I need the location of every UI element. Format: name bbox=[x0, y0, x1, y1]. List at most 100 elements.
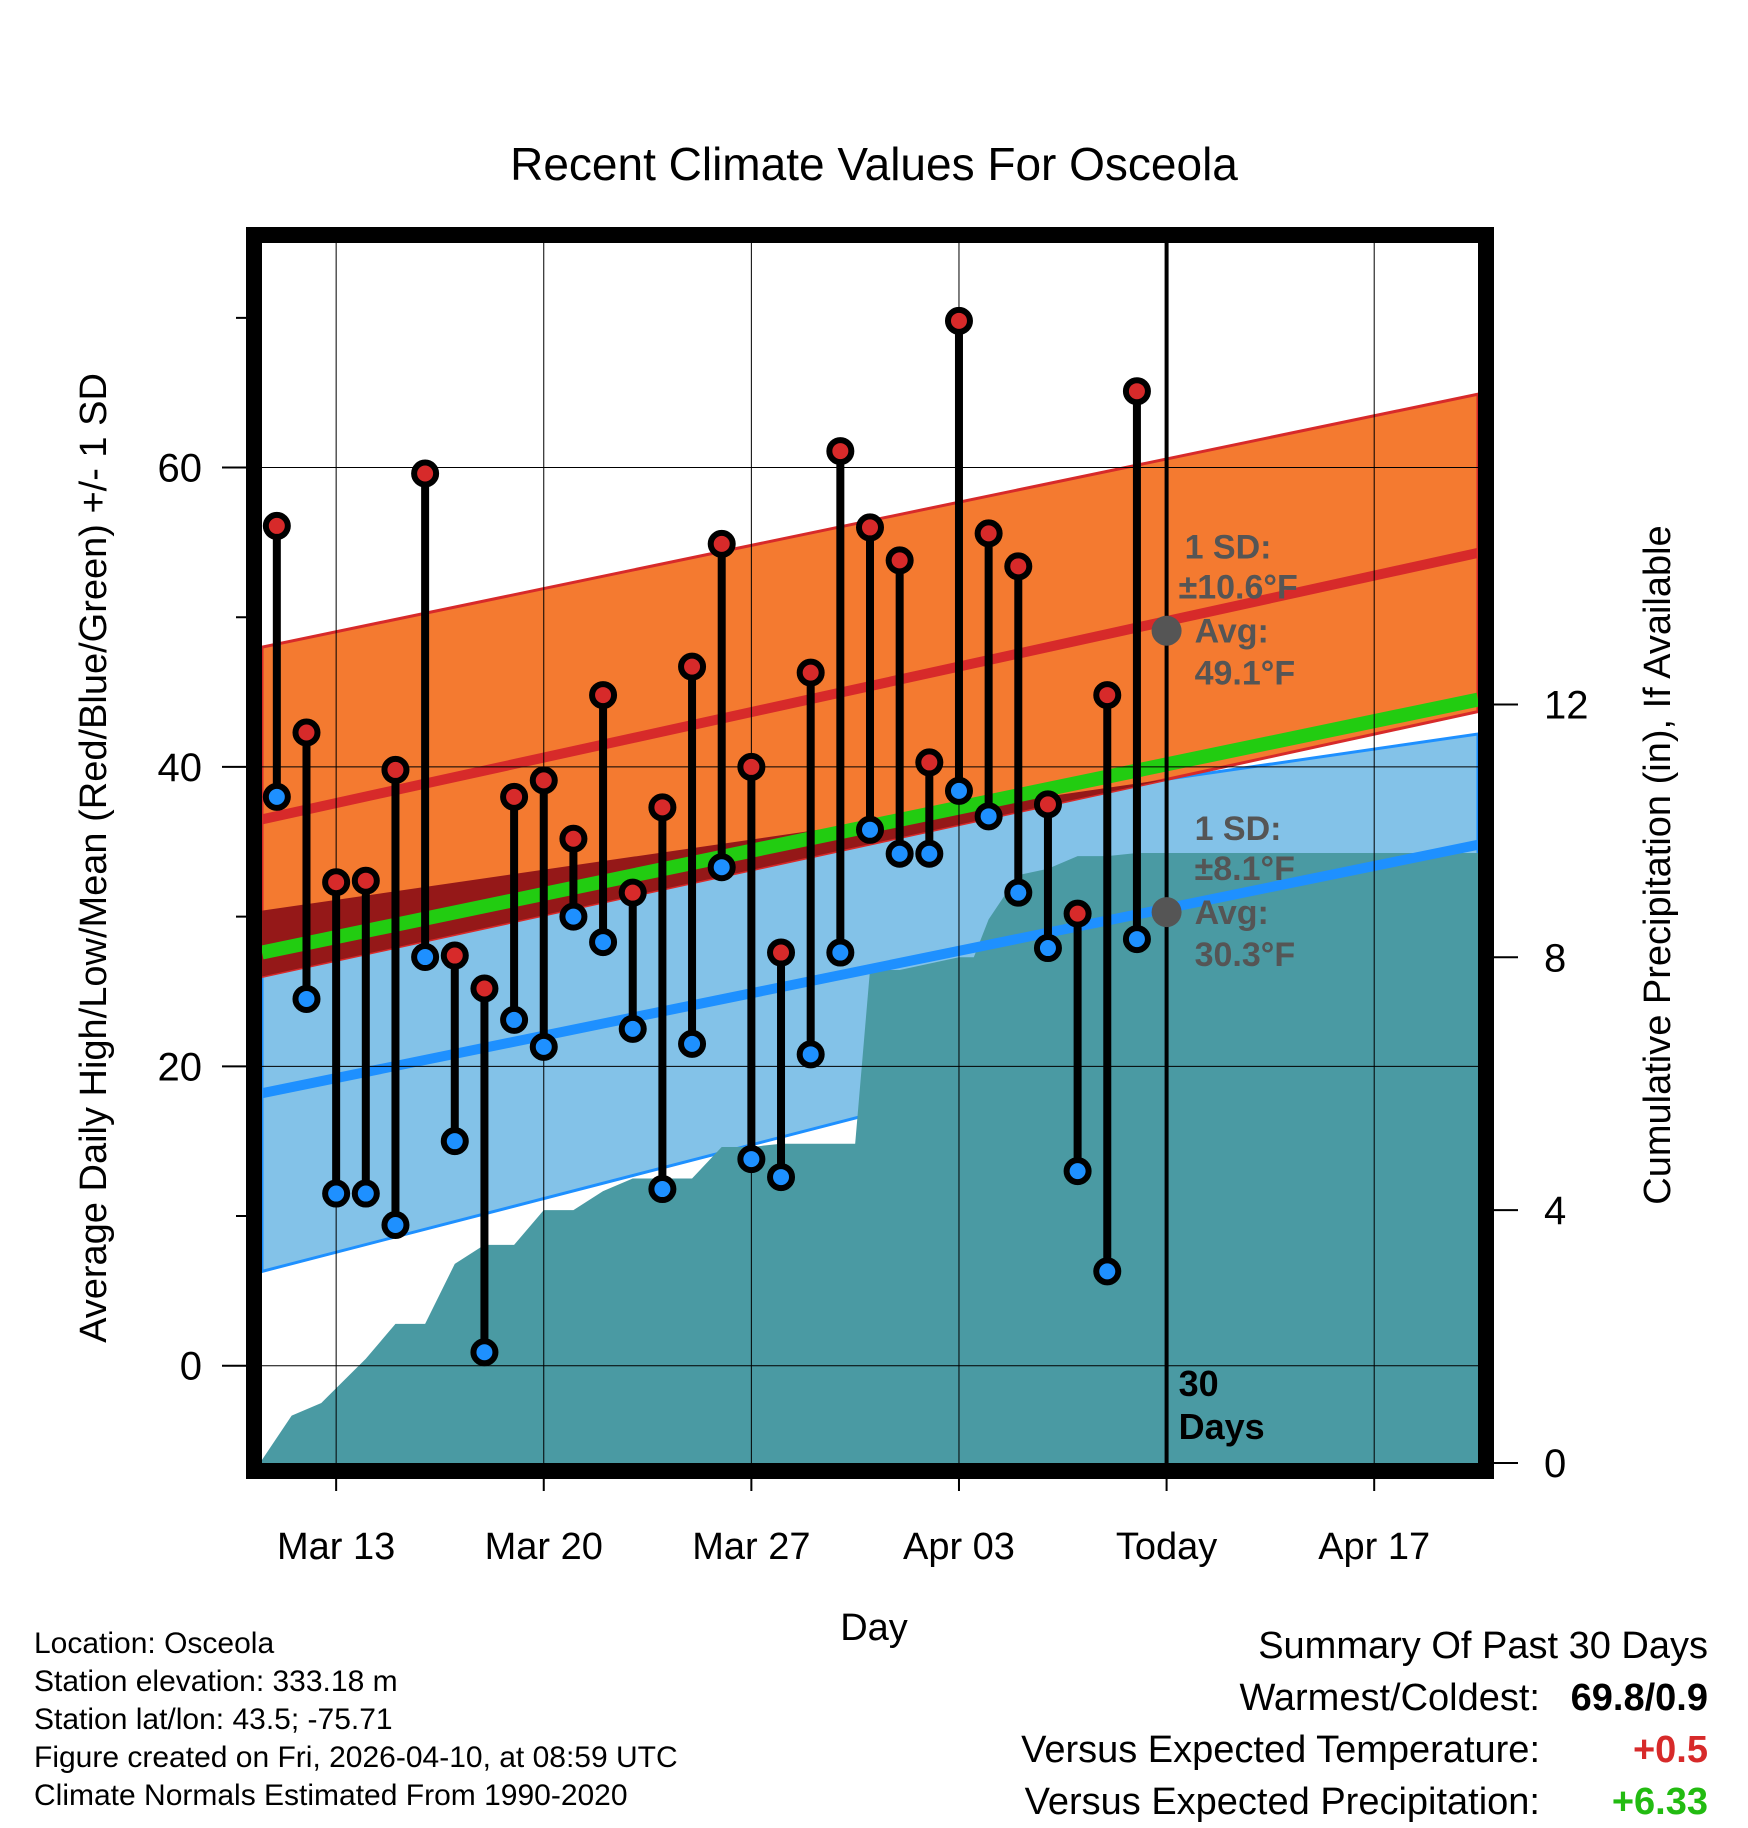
low-normal-line bbox=[262, 839, 1478, 1099]
daily-high-point bbox=[648, 793, 677, 822]
summary-title: Summary Of Past 30 Days bbox=[1258, 1625, 1708, 1667]
daily-low-point bbox=[440, 1127, 469, 1156]
latlon-text: Station lat/lon: 43.5; -75.71 bbox=[34, 1703, 393, 1736]
daily-high-point bbox=[559, 824, 588, 853]
daily-high-point bbox=[381, 755, 410, 784]
x-tick-label: Mar 20 bbox=[485, 1526, 603, 1568]
warmest-coldest-row: Warmest/Coldest: 69.8/0.9 bbox=[1021, 1672, 1708, 1724]
precip-area bbox=[262, 853, 1478, 1463]
station-info: Location: Osceola Station elevation: 333… bbox=[34, 1625, 678, 1815]
daily-low-point bbox=[411, 943, 440, 972]
daily-low-point bbox=[767, 1163, 796, 1192]
daily-high-point bbox=[915, 748, 944, 777]
y-axis-label: Average Daily High/Low/Mean (Red/Blue/Gr… bbox=[73, 373, 115, 1343]
location-text: Location: Osceola bbox=[34, 1627, 275, 1660]
daily-high-point bbox=[440, 941, 469, 970]
x-tick-label: Today bbox=[1116, 1526, 1217, 1568]
today-low-avg-point bbox=[1151, 897, 1182, 928]
plot-frame bbox=[246, 227, 1494, 1479]
daily-high-point bbox=[678, 652, 707, 681]
temp-departure-label: Versus Expected Temperature: bbox=[1021, 1729, 1540, 1771]
daily-high-point bbox=[351, 866, 380, 895]
daily-low-point bbox=[322, 1179, 351, 1208]
daily-high-point bbox=[796, 658, 825, 687]
daily-high-point bbox=[1033, 790, 1062, 819]
y2-tick-label: 8 bbox=[1544, 936, 1566, 980]
daily-low-point bbox=[856, 815, 884, 844]
today-high-avg-point bbox=[1151, 615, 1182, 646]
low-avg-value: 30.3°F bbox=[1195, 936, 1296, 974]
daily-high-point bbox=[529, 766, 558, 795]
daily-low-point bbox=[1122, 925, 1151, 954]
precip-departure-label: Versus Expected Precipitation: bbox=[1024, 1781, 1540, 1823]
daily-low-point bbox=[351, 1179, 380, 1208]
daily-high-point bbox=[1063, 899, 1092, 928]
daily-low-point bbox=[618, 1014, 647, 1043]
precip-departure-row: Versus Expected Precipitation: +6.33 bbox=[1021, 1776, 1708, 1828]
x-axis-label: Day bbox=[840, 1607, 908, 1649]
daily-high-point bbox=[589, 681, 618, 710]
high-sd-label: 1 SD: bbox=[1185, 529, 1272, 567]
daily-high-point bbox=[856, 513, 884, 542]
y-tick-label: 40 bbox=[158, 746, 203, 790]
daily-low-point bbox=[915, 839, 944, 868]
temp-departure-value: +0.5 bbox=[1632, 1729, 1708, 1771]
daily-low-point bbox=[500, 1005, 529, 1034]
daily-low-point bbox=[737, 1145, 766, 1174]
high-avg-value: 49.1°F bbox=[1195, 655, 1296, 693]
low-sd-label: 1 SD: bbox=[1195, 810, 1282, 848]
daily-low-point bbox=[974, 802, 1003, 831]
y2-tick-label: 12 bbox=[1544, 683, 1589, 727]
daily-low-point bbox=[1004, 878, 1033, 907]
daily-low-point bbox=[796, 1040, 825, 1069]
created-text: Figure created on Fri, 2026-04-10, at 08… bbox=[34, 1741, 678, 1774]
y-tick-label: 20 bbox=[158, 1045, 203, 1089]
daily-high-point bbox=[500, 782, 529, 811]
high-sd-value: ±10.6°F bbox=[1179, 569, 1298, 607]
daily-high-point bbox=[322, 868, 351, 897]
y2-tick-label: 0 bbox=[1544, 1442, 1566, 1486]
daily-high-point bbox=[944, 306, 973, 335]
x-tick-label: Apr 03 bbox=[903, 1526, 1015, 1568]
daily-low-point bbox=[1093, 1257, 1122, 1286]
y-tick-label: 0 bbox=[180, 1345, 202, 1389]
daily-high-point bbox=[885, 546, 914, 575]
daily-high-point bbox=[618, 878, 647, 907]
daily-high-point bbox=[1093, 681, 1122, 710]
low-avg-label: Avg: bbox=[1195, 894, 1269, 932]
y2-tick-label: 4 bbox=[1544, 1189, 1566, 1233]
days-label-number: 30 bbox=[1179, 1363, 1219, 1404]
daily-high-point bbox=[707, 529, 736, 558]
daily-high-point bbox=[292, 718, 321, 747]
daily-low-point bbox=[707, 853, 736, 882]
axes: Mar 13 Mar 20 Mar 27 Apr 03 Today Apr 1702040… bbox=[158, 227, 1589, 1568]
daily-high-point bbox=[262, 511, 291, 540]
warmest-coldest-label: Warmest/Coldest: bbox=[1239, 1677, 1540, 1719]
daily-low-point bbox=[470, 1338, 499, 1367]
elevation-text: Station elevation: 333.18 m bbox=[34, 1665, 398, 1698]
summary-panel: Summary Of Past 30 Days Warmest/Coldest:… bbox=[1021, 1620, 1708, 1828]
warmest-coldest-value: 69.8/0.9 bbox=[1570, 1677, 1708, 1719]
daily-low-point bbox=[1033, 934, 1062, 963]
daily-high-point bbox=[411, 459, 440, 488]
low-sd-value: ±8.1°F bbox=[1195, 850, 1295, 888]
y-tick-label: 60 bbox=[158, 447, 203, 491]
daily-high-point bbox=[1122, 377, 1151, 406]
daily-low-point bbox=[648, 1175, 677, 1204]
daily-low-point bbox=[944, 776, 973, 805]
daily-low-point bbox=[826, 938, 855, 967]
daily-high-point bbox=[974, 519, 1003, 548]
x-tick-label: Mar 13 bbox=[277, 1526, 395, 1568]
normals-text: Climate Normals Estimated From 1990-2020 bbox=[34, 1779, 628, 1812]
high-avg-label: Avg: bbox=[1195, 613, 1269, 651]
daily-low-point bbox=[589, 928, 618, 957]
daily-high-point bbox=[737, 752, 766, 781]
days-label-text: Days bbox=[1179, 1406, 1265, 1447]
temp-departure-row: Versus Expected Temperature: +0.5 bbox=[1021, 1724, 1708, 1776]
y2-axis-label: Cumulative Precipitation (in), If Availa… bbox=[1637, 525, 1679, 1204]
daily-high-point bbox=[1004, 552, 1033, 581]
daily-low-point bbox=[559, 902, 588, 931]
